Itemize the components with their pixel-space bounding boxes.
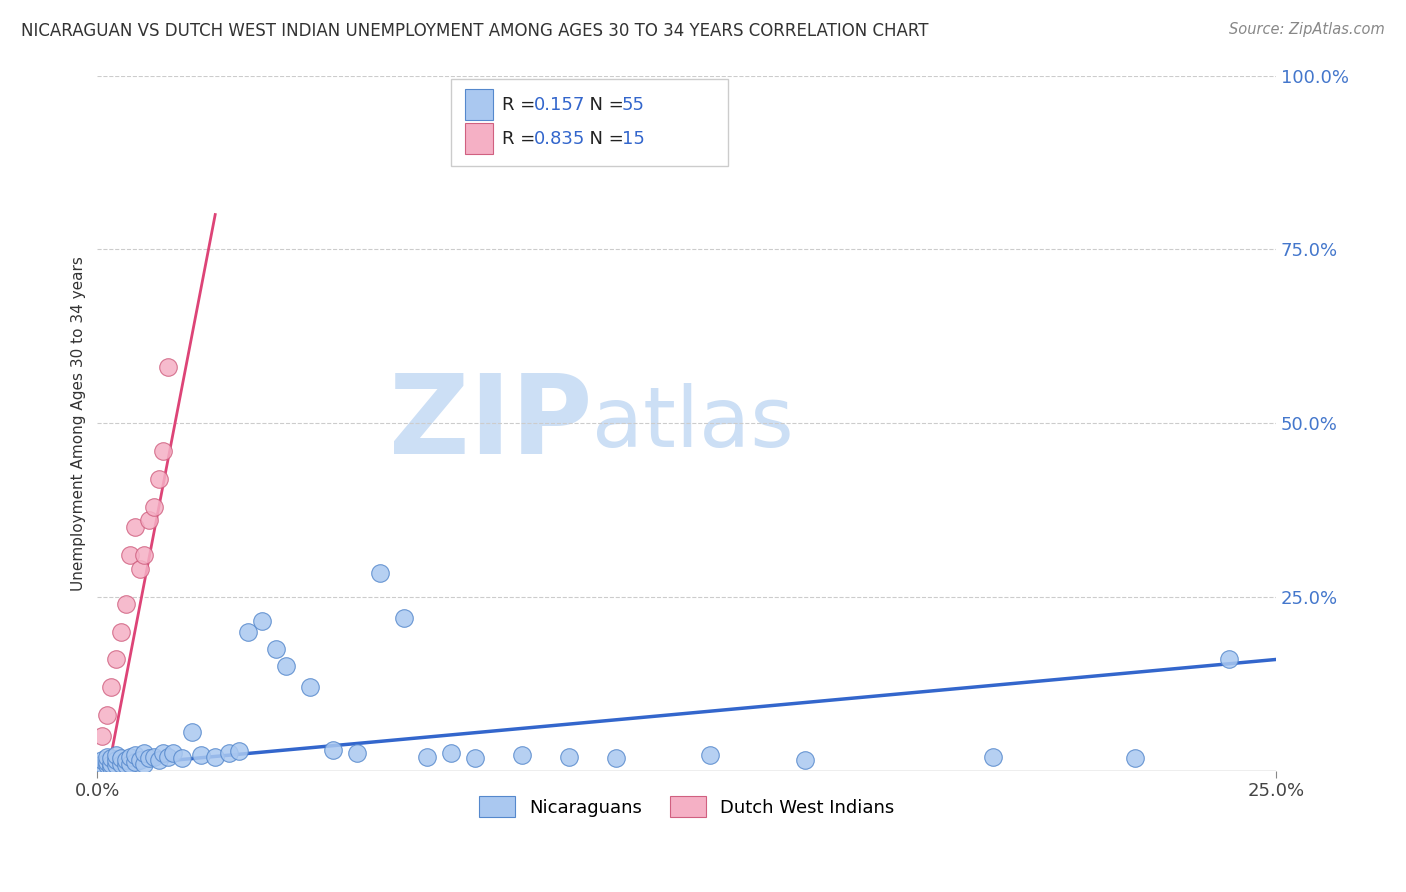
Point <box>463 751 485 765</box>
Point <box>91 753 114 767</box>
Point <box>124 748 146 763</box>
Point <box>96 758 118 772</box>
Text: R =: R = <box>502 129 541 148</box>
Point <box>148 753 170 767</box>
Point <box>134 756 156 771</box>
Point <box>152 444 174 458</box>
Point <box>105 753 128 767</box>
Point <box>91 756 114 771</box>
Point <box>605 751 627 765</box>
Point <box>96 708 118 723</box>
Point <box>105 758 128 772</box>
Point <box>105 748 128 763</box>
Point <box>105 652 128 666</box>
Text: atlas: atlas <box>592 383 794 464</box>
Point <box>96 749 118 764</box>
Point <box>91 729 114 743</box>
Point <box>368 566 391 580</box>
Point <box>110 751 132 765</box>
Point <box>252 614 274 628</box>
Point <box>128 562 150 576</box>
Point <box>114 753 136 767</box>
Point <box>100 756 122 771</box>
FancyBboxPatch shape <box>465 123 494 154</box>
Text: 55: 55 <box>621 95 645 113</box>
Text: NICARAGUAN VS DUTCH WEST INDIAN UNEMPLOYMENT AMONG AGES 30 TO 34 YEARS CORRELATI: NICARAGUAN VS DUTCH WEST INDIAN UNEMPLOY… <box>21 22 928 40</box>
Point <box>699 748 721 763</box>
Point <box>274 659 297 673</box>
Point <box>142 749 165 764</box>
Text: 15: 15 <box>621 129 645 148</box>
Point <box>1218 652 1240 666</box>
Point <box>180 725 202 739</box>
Point <box>134 747 156 761</box>
Text: ZIP: ZIP <box>389 369 592 476</box>
Text: R =: R = <box>502 95 541 113</box>
Text: N =: N = <box>578 129 630 148</box>
Point <box>157 360 180 375</box>
Point <box>120 756 142 771</box>
Point <box>134 548 156 562</box>
Point <box>148 472 170 486</box>
Point <box>162 747 184 761</box>
Point <box>793 753 815 767</box>
Point <box>157 749 180 764</box>
Point <box>1123 751 1146 765</box>
Point <box>114 758 136 772</box>
Point <box>114 597 136 611</box>
Point <box>110 756 132 771</box>
Point <box>218 747 240 761</box>
Point <box>124 520 146 534</box>
Point <box>266 642 288 657</box>
Point <box>120 548 142 562</box>
Point <box>138 751 160 765</box>
Y-axis label: Unemployment Among Ages 30 to 34 years: Unemployment Among Ages 30 to 34 years <box>72 256 86 591</box>
Point <box>172 751 194 765</box>
Point <box>346 747 368 761</box>
Legend: Nicaraguans, Dutch West Indians: Nicaraguans, Dutch West Indians <box>472 789 901 824</box>
Point <box>124 756 146 770</box>
Point <box>392 611 415 625</box>
Point <box>96 756 118 770</box>
Point <box>110 624 132 639</box>
Point <box>204 749 226 764</box>
Point <box>120 749 142 764</box>
FancyBboxPatch shape <box>451 79 728 166</box>
Point <box>440 747 463 761</box>
Text: N =: N = <box>578 95 630 113</box>
Text: Source: ZipAtlas.com: Source: ZipAtlas.com <box>1229 22 1385 37</box>
Point <box>238 624 260 639</box>
Point <box>298 680 321 694</box>
Point <box>558 749 581 764</box>
FancyBboxPatch shape <box>465 89 494 120</box>
Point <box>152 747 174 761</box>
Text: 0.835: 0.835 <box>533 129 585 148</box>
Point <box>322 743 344 757</box>
Point <box>228 744 250 758</box>
Point <box>100 760 122 774</box>
Point <box>142 500 165 514</box>
Point <box>138 513 160 527</box>
Point <box>416 749 439 764</box>
Point <box>981 749 1004 764</box>
Point <box>100 751 122 765</box>
Point <box>510 748 533 763</box>
Text: 0.157: 0.157 <box>533 95 585 113</box>
Point <box>190 748 212 763</box>
Point <box>128 753 150 767</box>
Point <box>91 760 114 774</box>
Point <box>100 680 122 694</box>
